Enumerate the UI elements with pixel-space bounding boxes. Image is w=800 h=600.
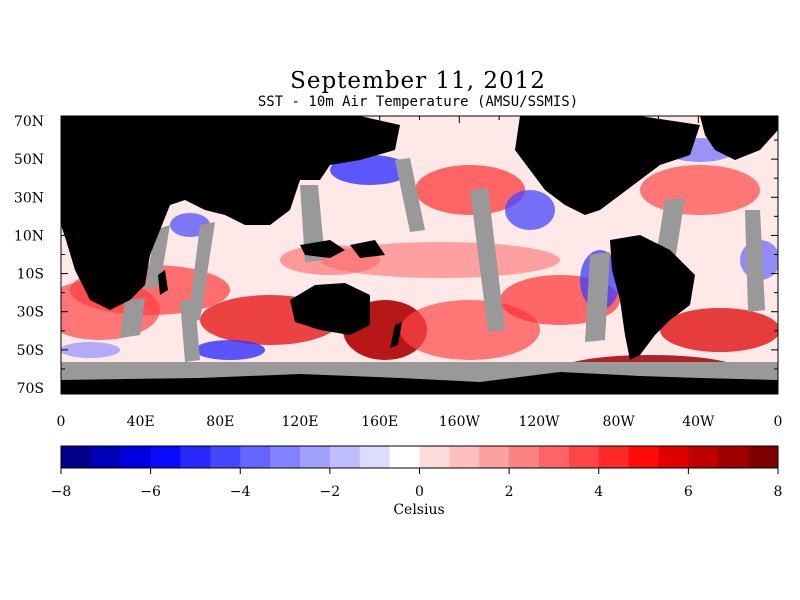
lon-label: 160E	[361, 414, 398, 430]
colorbar-swatch	[300, 446, 331, 468]
colorbar-swatch	[210, 446, 241, 468]
lat-label: 70S	[17, 381, 44, 397]
longitude-axis: 0 40E 80E 120E 160E 160W 120W 80W 40W 0	[57, 116, 783, 430]
map-panel	[61, 116, 778, 394]
colorbar-swatch	[120, 446, 152, 468]
colorbar-swatch	[61, 446, 92, 468]
land-masses	[61, 116, 778, 394]
colorbar-swatch	[748, 446, 779, 468]
colorbar-swatch	[329, 446, 361, 468]
colorbar-swatch	[90, 446, 122, 468]
colorbar-tick-label: 0	[415, 484, 424, 500]
colorbar-swatch	[658, 446, 689, 468]
lon-label: 40E	[127, 414, 155, 430]
colorbar-swatch	[180, 446, 211, 468]
colorbar-tick-label: 8	[774, 484, 783, 500]
lat-label: 70N	[14, 114, 44, 130]
colorbar-swatch	[598, 446, 630, 468]
map-title: September 11, 2012	[290, 68, 546, 94]
lon-label: 0	[57, 414, 66, 430]
colorbar-tick-label: 4	[594, 484, 603, 500]
lon-label: 120E	[282, 414, 319, 430]
colorbar-swatch	[150, 446, 181, 468]
lon-label: 40W	[682, 414, 715, 430]
colorbar-tick-label: 2	[505, 484, 514, 500]
colorbar-swatch	[270, 446, 301, 468]
colorbar-swatch	[568, 446, 600, 468]
lat-label: 10S	[17, 267, 44, 283]
colorbar-tick-label: 6	[684, 484, 693, 500]
colorbar-swatch	[539, 446, 570, 468]
map-subtitle: SST - 10m Air Temperature (AMSU/SSMIS)	[257, 94, 579, 110]
colorbar-swatch	[389, 446, 420, 468]
colorbar-tick-label: −4	[230, 484, 251, 500]
colorbar-ticks: −8 −6 −4 −2 0 2 4 6 8	[51, 468, 783, 500]
latitude-axis: 70N 50N 30N 10N 10S 30S 50S 70S	[14, 114, 778, 397]
lon-label: 80E	[206, 414, 234, 430]
colorbar-swatch	[449, 446, 480, 468]
colorbar-tick-label: −2	[320, 484, 341, 500]
lat-label: 30N	[14, 190, 44, 206]
lat-label: 10N	[14, 228, 44, 244]
colorbar-swatch	[688, 446, 719, 468]
colorbar-swatch	[628, 446, 659, 468]
lon-label: 80W	[603, 414, 636, 430]
colorbar-swatch	[718, 446, 749, 468]
colorbar-label: Celsius	[393, 502, 444, 518]
colorbar-swatch	[240, 446, 271, 468]
colorbar	[61, 446, 779, 468]
colorbar-swatch	[419, 446, 450, 468]
colorbar-swatch	[509, 446, 540, 468]
lon-label: 160W	[439, 414, 481, 430]
lon-label: 120W	[518, 414, 560, 430]
colorbar-tick-label: −6	[140, 484, 161, 500]
colorbar-swatch	[359, 446, 391, 468]
lat-label: 50N	[14, 152, 44, 168]
lat-label: 30S	[17, 305, 44, 321]
lon-label: 0	[774, 414, 783, 430]
colorbar-tick-label: −8	[51, 484, 72, 500]
colorbar-swatch	[479, 446, 510, 468]
lat-label: 50S	[17, 343, 44, 359]
